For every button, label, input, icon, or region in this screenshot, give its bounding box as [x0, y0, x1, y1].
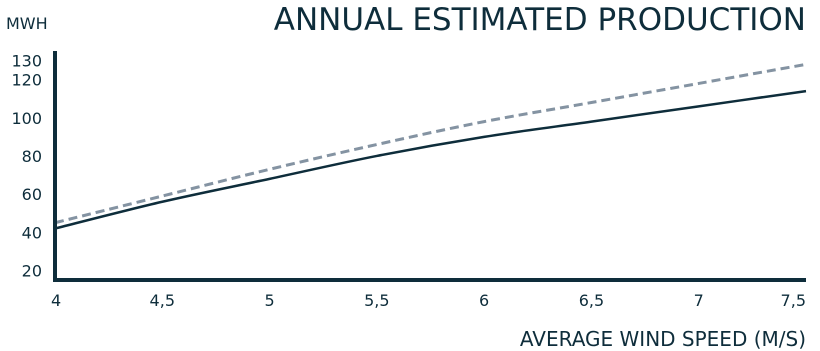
x-tick-label: 4 [51, 291, 61, 310]
x-axis-label: AVERAGE WIND SPEED (M/S) [520, 327, 806, 351]
x-tick-label: 6,5 [579, 291, 604, 310]
y-tick-label: 100 [11, 109, 42, 128]
chart-title: ANNUAL ESTIMATED PRODUCTION [274, 2, 806, 38]
y-tick-label: 120 [11, 71, 42, 90]
x-tick-label: 6 [479, 291, 489, 310]
series-line-dashed [54, 62, 807, 225]
x-tick-label: 4,5 [150, 291, 175, 310]
x-tick-label: 7,5 [781, 291, 806, 310]
x-tick-label: 5,5 [364, 291, 389, 310]
y-tick-label: 40 [22, 223, 42, 242]
series-line-solid [54, 89, 807, 230]
x-tick-label: 7 [694, 291, 704, 310]
y-axis-unit-label: MWH [6, 14, 48, 33]
y-tick-label: 60 [22, 185, 42, 204]
y-tick-label: 20 [22, 261, 42, 280]
y-tick-label: 80 [22, 147, 42, 166]
y-tick-label: 130 [11, 52, 42, 71]
series-layer [54, 62, 807, 230]
x-axis-ticks: 4 4,5 5 5,5 6 6,5 7 7,5 [51, 291, 806, 310]
x-tick-label: 5 [264, 291, 274, 310]
